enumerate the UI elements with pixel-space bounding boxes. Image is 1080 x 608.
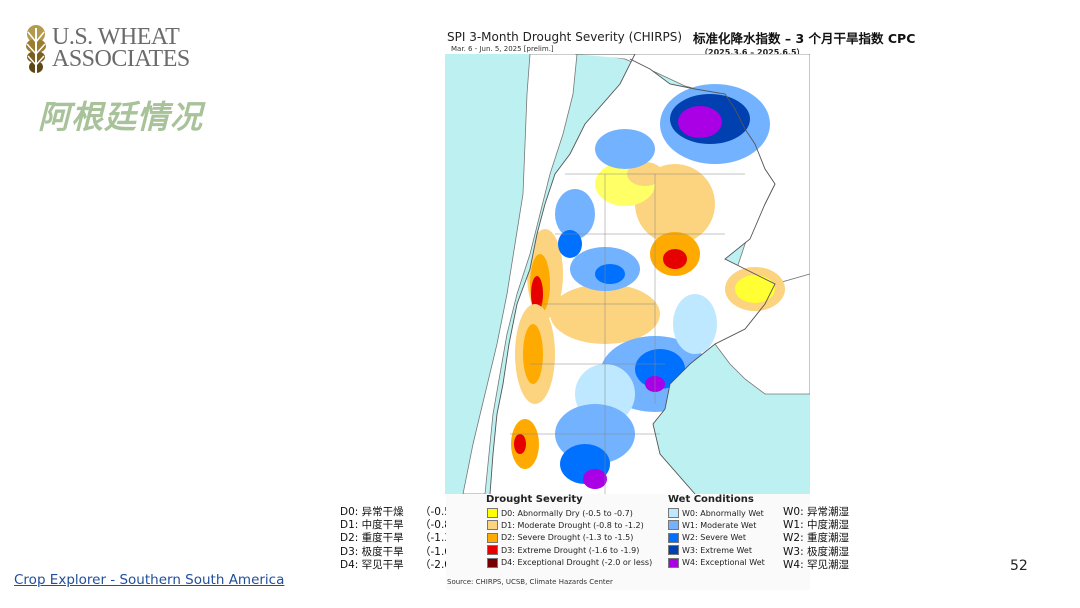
cn-code: D4: 罕见干旱 — [340, 558, 404, 571]
section-title: 阿根廷情况 — [38, 98, 204, 136]
logo-text: U.S. WHEAT ASSOCIATES — [52, 24, 190, 72]
wet-legend-item: W1: Moderate Wet — [668, 520, 757, 531]
drought-map — [445, 54, 810, 494]
drought-legend-label: D3: Extreme Drought (-1.6 to -1.9) — [501, 545, 640, 555]
drought-legend-label: D1: Moderate Drought (-0.8 to -1.2) — [501, 520, 644, 530]
wet-color-swatch — [668, 545, 679, 556]
drought-legend-label: D4: Exceptional Drought (-2.0 or less) — [501, 558, 653, 568]
wet-legend-label: W2: Severe Wet — [682, 533, 746, 543]
cn-wet-row: W0: 异常潮湿 — [783, 506, 849, 518]
map-title: SPI 3-Month Drought Severity (CHIRPS) — [447, 30, 683, 44]
wet-legend-title: Wet Conditions — [668, 494, 754, 505]
wet-color-swatch — [668, 520, 679, 531]
logo-line-1: U.S. WHEAT — [52, 24, 180, 50]
wet-legend-label: W0: Abnormally Wet — [682, 508, 764, 518]
drought-legend-item: D3: Extreme Drought (-1.6 to -1.9) — [487, 545, 640, 556]
map-subtitle: Mar. 6 - Jun. 5, 2025 [prelim.] — [451, 45, 554, 53]
map-legend: Drought Severity Wet Conditions D0: Abno… — [446, 494, 810, 590]
cn-code: D1: 中度干旱 — [340, 519, 404, 532]
cn-wet-row: W4: 罕见潮湿 — [783, 558, 849, 571]
cn-wet-row: W1: 中度潮湿 — [783, 519, 849, 532]
cn-wet-row: W3: 极度潮湿 — [783, 545, 849, 558]
wet-color-swatch — [668, 508, 679, 518]
cn-wet-row: W2: 重度潮湿 — [783, 532, 849, 545]
map-source: Source: CHIRPS, UCSB, Climate Hazards Ce… — [447, 578, 613, 586]
wheat-emblem-icon — [26, 25, 46, 74]
logo-line-2: ASSOCIATES — [52, 46, 190, 72]
wet-legend-label: W3: Extreme Wet — [682, 545, 752, 555]
cn-map-title: 标准化降水指数 – 3 个月干旱指数 CPC — [693, 31, 916, 46]
drought-legend-item: D0: Abnormally Dry (-0.5 to -0.7) — [487, 508, 633, 518]
crop-explorer-link[interactable]: Crop Explorer - Southern South America — [14, 572, 285, 588]
drought-legend-label: D2: Severe Drought (-1.3 to -1.5) — [501, 533, 634, 543]
wet-legend-item: W4: Exceptional Wet — [668, 557, 765, 568]
drought-color-swatch — [487, 532, 498, 543]
province-borders — [510, 173, 745, 494]
argentina-border — [489, 54, 776, 494]
wet-legend-item: W3: Extreme Wet — [668, 545, 752, 556]
drought-legend-title: Drought Severity — [486, 494, 583, 505]
cn-wet-legend: W0: 异常潮湿 W1: 中度潮湿 W2: 重度潮湿 W3: 极度潮湿 W4: … — [783, 506, 849, 572]
wet-legend-item: W0: Abnormally Wet — [668, 508, 764, 518]
wet-legend-item: W2: Severe Wet — [668, 532, 746, 543]
drought-color-swatch — [487, 557, 498, 568]
page-number: 52 — [1010, 558, 1028, 574]
cn-code: D3: 极度干旱 — [340, 545, 404, 558]
drought-color-swatch — [487, 545, 498, 556]
wet-legend-label: W1: Moderate Wet — [682, 520, 757, 530]
drought-color-swatch — [487, 520, 498, 531]
cn-map-subtitle: （2025.3.6 – 2025.6.5） — [700, 48, 805, 57]
drought-legend-item: D1: Moderate Drought (-0.8 to -1.2) — [487, 520, 644, 531]
drought-legend-item: D2: Severe Drought (-1.3 to -1.5) — [487, 532, 634, 543]
wet-color-swatch — [668, 557, 679, 568]
chile-land — [462, 54, 578, 494]
cn-code: D2: 重度干旱 — [340, 532, 404, 545]
logo: U.S. WHEAT ASSOCIATES — [24, 24, 214, 80]
drought-legend-item: D4: Exceptional Drought (-2.0 or less) — [487, 557, 653, 568]
cn-code: D0: 异常干燥 — [340, 506, 404, 518]
drought-color-swatch — [487, 508, 498, 518]
wet-legend-label: W4: Exceptional Wet — [682, 558, 765, 568]
drought-legend-label: D0: Abnormally Dry (-0.5 to -0.7) — [501, 508, 633, 518]
wet-color-swatch — [668, 532, 679, 543]
